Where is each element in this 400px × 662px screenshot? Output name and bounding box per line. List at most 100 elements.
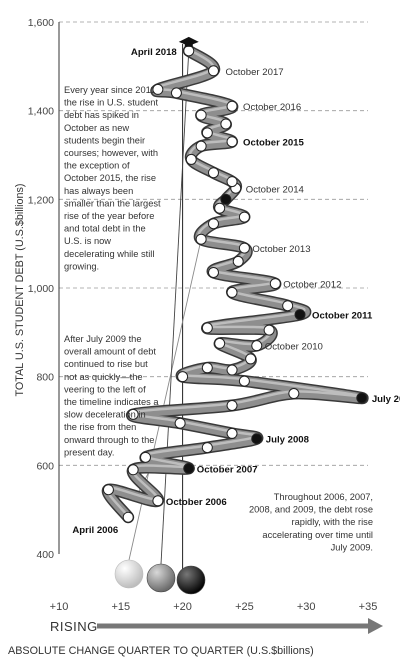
data-point bbox=[170, 87, 182, 99]
data-point bbox=[195, 233, 207, 245]
leader-line bbox=[160, 50, 190, 565]
point-labels: April 2006 October 2006 October 2007 July 2… bbox=[72, 47, 400, 536]
y-tick-label: 600 bbox=[36, 460, 54, 472]
data-point bbox=[220, 193, 232, 205]
point-label: October 2014 bbox=[246, 184, 305, 195]
data-point bbox=[208, 65, 219, 77]
data-point bbox=[238, 242, 250, 254]
x-tick-label: +20 bbox=[173, 601, 192, 613]
data-point bbox=[183, 462, 195, 474]
note-line: the timeline indicates a bbox=[64, 397, 159, 407]
y-tick-label: 400 bbox=[36, 549, 54, 561]
data-point bbox=[226, 364, 238, 376]
data-point bbox=[174, 417, 186, 429]
note-line: not as quickly—the bbox=[64, 372, 143, 382]
light-gray-sphere bbox=[114, 559, 144, 589]
y-tick-label: 1,400 bbox=[28, 106, 54, 118]
point-label: October 2010 bbox=[265, 342, 323, 353]
data-point bbox=[269, 278, 281, 290]
point-label: October 2007 bbox=[197, 464, 258, 475]
x-tick-label: +15 bbox=[111, 601, 130, 613]
data-point bbox=[208, 167, 219, 179]
black-sphere bbox=[176, 565, 206, 595]
note-line: accelerating over time until bbox=[262, 530, 373, 540]
note-line: the rise in U.S. student bbox=[64, 98, 158, 108]
data-point bbox=[238, 375, 250, 387]
note-line: October 2015, the rise bbox=[64, 173, 156, 183]
data-point bbox=[226, 100, 238, 112]
data-point bbox=[127, 464, 139, 476]
note-line: slow deceleration in bbox=[64, 410, 146, 420]
data-point bbox=[208, 218, 219, 230]
note-line: students begin their bbox=[64, 135, 145, 145]
note-text: After July 2009 the overall amount of deb… bbox=[64, 334, 159, 457]
data-point bbox=[122, 511, 134, 523]
y-axis-title: TOTAL U.S. STUDENT DEBT (U.S.$billions) bbox=[14, 184, 26, 397]
y-tick-label: 1,200 bbox=[28, 194, 54, 206]
y-tick-label: 1,000 bbox=[28, 283, 54, 295]
data-point bbox=[102, 484, 114, 496]
data-point bbox=[245, 353, 257, 365]
note-line: rapidly, with the rise bbox=[292, 517, 373, 527]
note-line: veering to the left of bbox=[64, 384, 146, 394]
y-tick-label: 1,600 bbox=[28, 17, 54, 29]
data-point bbox=[226, 399, 238, 411]
note-line: has always been bbox=[64, 186, 133, 196]
data-points bbox=[102, 36, 368, 523]
notes: Every year since 2011 the rise in U.S. st… bbox=[64, 85, 373, 552]
x-axis-title: ABSOLUTE CHANGE QUARTER TO QUARTER (U.S.… bbox=[8, 645, 314, 657]
data-point bbox=[251, 433, 263, 445]
data-point bbox=[185, 153, 197, 165]
mid-gray-sphere bbox=[146, 563, 176, 593]
data-point bbox=[201, 127, 213, 139]
note-line: July 2009. bbox=[331, 542, 373, 552]
note-line: decelerating while still bbox=[64, 249, 154, 259]
note-line: the rise from then bbox=[64, 422, 136, 432]
y-tick-label: 800 bbox=[36, 372, 54, 384]
point-label: April 2006 bbox=[72, 525, 118, 536]
note-line: and total debt in the bbox=[64, 224, 146, 234]
data-point bbox=[152, 495, 164, 507]
point-label: April 2018 bbox=[131, 47, 178, 58]
data-point bbox=[356, 392, 368, 404]
data-point bbox=[201, 442, 213, 454]
x-tick-label: +25 bbox=[235, 601, 254, 613]
note-line: the exception of bbox=[64, 161, 130, 171]
note-line: U.S. is now bbox=[64, 236, 111, 246]
point-label: October 2016 bbox=[243, 102, 301, 113]
rising-label-bg bbox=[47, 614, 97, 632]
point-label: October 2011 bbox=[312, 311, 373, 322]
data-point bbox=[177, 371, 189, 383]
note-line: smaller than the largest bbox=[64, 198, 161, 208]
data-point bbox=[226, 427, 238, 439]
note-line: growing. bbox=[64, 261, 99, 271]
note-text: Every year since 2011 the rise in U.S. st… bbox=[64, 85, 161, 271]
point-label: October 2017 bbox=[226, 67, 284, 78]
data-point bbox=[263, 324, 275, 336]
leader-line bbox=[128, 239, 202, 561]
data-point bbox=[226, 176, 238, 188]
data-point bbox=[251, 340, 263, 352]
marker-spheres bbox=[114, 559, 206, 595]
data-point bbox=[238, 211, 250, 223]
axes: 400 600 800 1,000 1,200 1,400 1,600 +10 +15 +20 +2… bbox=[8, 17, 383, 657]
data-point bbox=[226, 136, 238, 148]
rising-arrow-head bbox=[368, 618, 383, 634]
point-label: October 2013 bbox=[252, 244, 310, 255]
graduation-cap-base bbox=[184, 42, 193, 47]
note-line: continued to rise but bbox=[64, 359, 148, 369]
data-point bbox=[220, 118, 232, 130]
data-point bbox=[288, 388, 300, 400]
data-point bbox=[208, 266, 219, 278]
data-point bbox=[282, 300, 294, 312]
point-label: October 2006 bbox=[166, 497, 227, 508]
note-line: Every year since 2011 bbox=[64, 85, 155, 95]
note-line: debt has spiked in bbox=[64, 110, 139, 120]
note-line: rise of the year before bbox=[64, 211, 154, 221]
data-point bbox=[232, 255, 244, 267]
graduation-cap-icon bbox=[178, 36, 199, 46]
point-label: October 2015 bbox=[243, 138, 304, 149]
data-point bbox=[140, 451, 152, 463]
data-point bbox=[201, 322, 213, 334]
